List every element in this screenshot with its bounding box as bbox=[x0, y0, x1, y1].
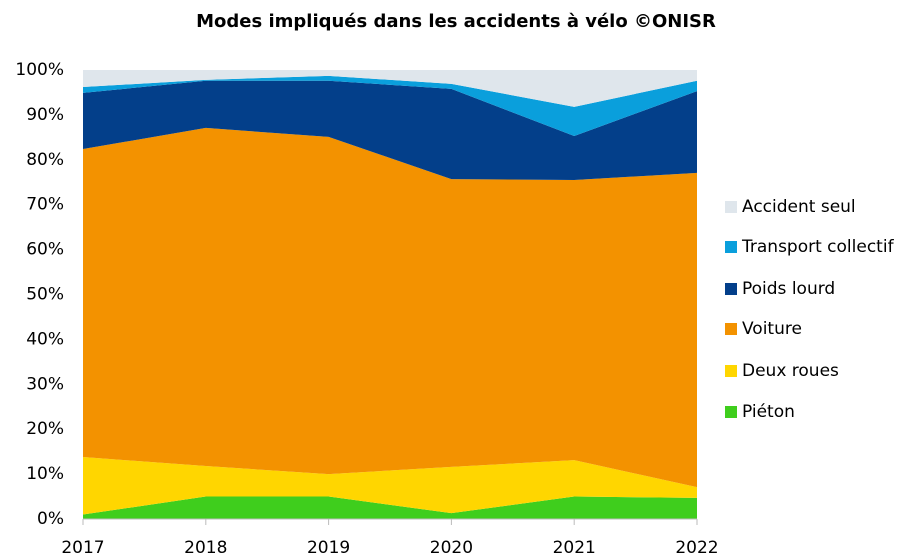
legend-swatch bbox=[725, 365, 737, 377]
legend-label: Poids lourd bbox=[742, 279, 835, 299]
area bbox=[83, 496, 697, 519]
y-tick-label: 20% bbox=[26, 419, 64, 439]
legend-label: Deux roues bbox=[742, 361, 839, 381]
y-tick-label: 100% bbox=[15, 60, 64, 80]
x-tick-label: 2018 bbox=[184, 538, 227, 556]
y-tick-label: 40% bbox=[26, 329, 64, 349]
legend-swatch bbox=[725, 406, 737, 418]
chart-title: Modes impliqués dans les accidents à vél… bbox=[196, 11, 716, 32]
legend-label: Accident seul bbox=[742, 197, 856, 217]
x-tick-label: 2022 bbox=[675, 538, 718, 556]
y-tick-label: 90% bbox=[26, 105, 64, 125]
legend-swatch bbox=[725, 283, 737, 295]
y-tick-label: 80% bbox=[26, 150, 64, 170]
legend-label: Transport collectif bbox=[741, 237, 895, 257]
y-tick-label: 10% bbox=[26, 464, 64, 484]
y-tick-label: 60% bbox=[26, 240, 64, 260]
area bbox=[83, 75, 697, 137]
y-tick-label: 0% bbox=[37, 509, 64, 529]
y-tick-label: 50% bbox=[26, 285, 64, 305]
x-tick-label: 2019 bbox=[307, 538, 350, 556]
legend-label: Voiture bbox=[742, 319, 802, 339]
legend-swatch bbox=[725, 201, 737, 213]
x-tick-label: 2020 bbox=[430, 538, 473, 556]
area bbox=[83, 70, 697, 107]
legend-swatch bbox=[725, 323, 737, 335]
area bbox=[83, 457, 697, 515]
x-tick-label: 2021 bbox=[553, 538, 596, 556]
y-tick-label: 30% bbox=[26, 374, 64, 394]
legend-swatch bbox=[725, 241, 737, 253]
area bbox=[83, 127, 697, 488]
area bbox=[83, 80, 697, 181]
legend-label: Piéton bbox=[742, 402, 795, 422]
y-tick-label: 70% bbox=[26, 195, 64, 215]
x-tick-label: 2017 bbox=[61, 538, 104, 556]
